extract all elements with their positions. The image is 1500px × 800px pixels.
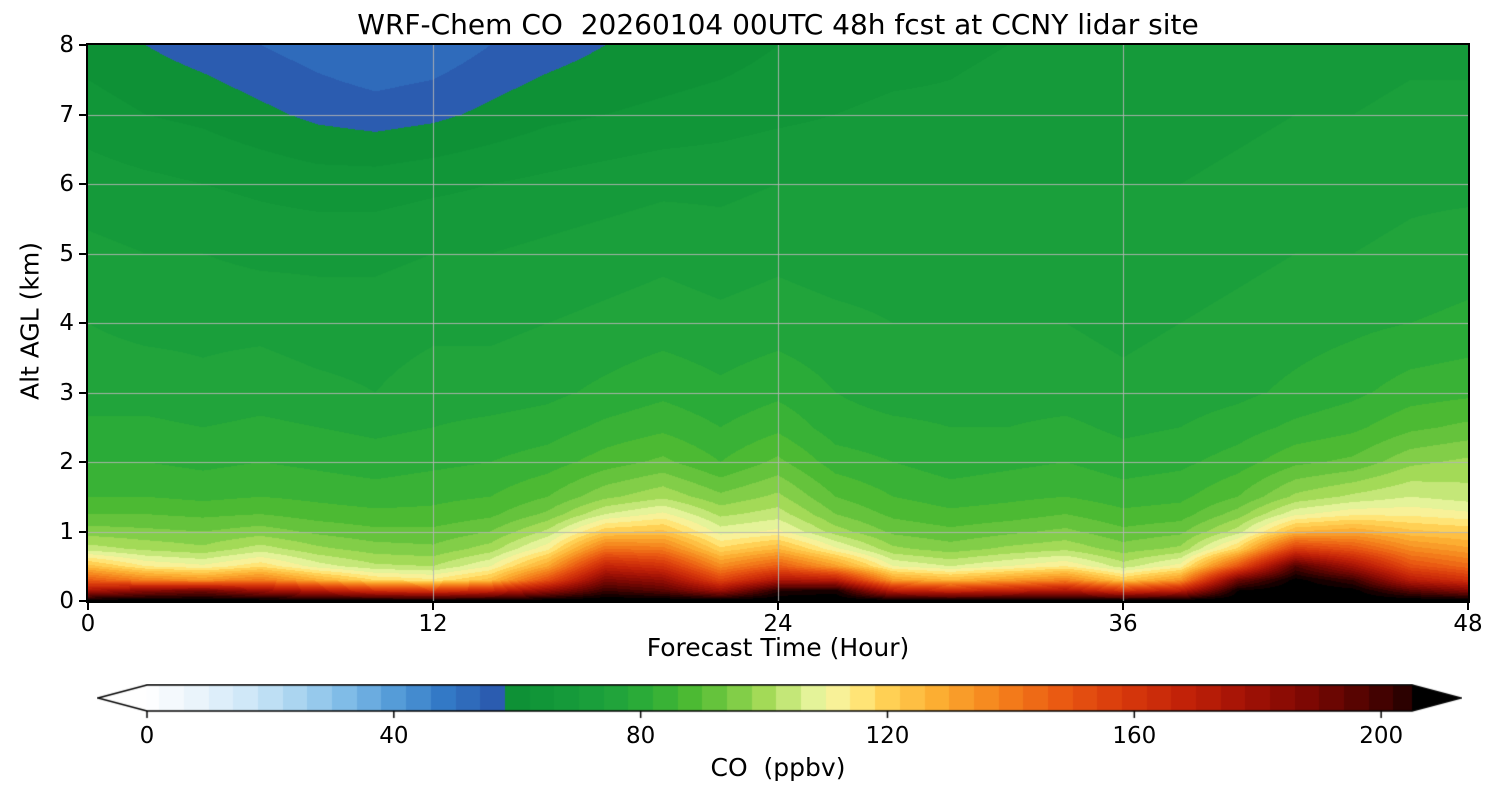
colorbar-tick-label: 40: [379, 723, 409, 749]
x-tick-label: 48: [1453, 611, 1483, 637]
colorbar-tick-label: 0: [139, 723, 155, 749]
y-tick-mark: [79, 530, 86, 533]
y-tick-mark: [79, 252, 86, 255]
x-tick-mark: [1122, 603, 1124, 610]
x-tick-label: 12: [418, 611, 448, 637]
y-tick-mark: [79, 600, 86, 602]
y-tick-label: 5: [59, 240, 74, 267]
x-tick-mark: [1467, 603, 1469, 610]
y-tick-label: 7: [59, 101, 74, 128]
colorbar-tick-label: 80: [626, 723, 656, 749]
y-tick-mark: [79, 322, 86, 324]
y-tick-mark: [79, 183, 86, 185]
x-tick-mark: [432, 603, 434, 610]
y-tick-label: 8: [59, 32, 74, 58]
y-tick-label: 2: [59, 449, 74, 475]
x-tick-mark: [777, 603, 779, 610]
y-tick-label: 4: [59, 310, 74, 336]
y-tick-mark: [79, 44, 86, 46]
x-tick-label: 0: [80, 611, 96, 637]
x-tick-mark: [87, 603, 89, 610]
x-tick-label: 36: [1108, 611, 1138, 637]
colorbar-tick-label: 200: [1359, 723, 1404, 749]
plot-area: [86, 43, 1470, 603]
colorbar-label: CO (ppbv): [710, 753, 846, 782]
y-tick-label: 6: [59, 171, 74, 197]
colorbar-canvas: [97, 684, 1462, 720]
y-tick-label: 3: [59, 379, 74, 406]
y-tick-mark: [79, 113, 86, 116]
y-tick-label: 1: [59, 518, 74, 545]
y-tick-mark: [79, 391, 86, 394]
chart-title: WRF-Chem CO 20260104 00UTC 48h fcst at C…: [357, 8, 1199, 41]
heatmap-canvas: [88, 45, 1468, 601]
colorbar-tick-label: 120: [865, 723, 910, 749]
x-tick-label: 24: [763, 611, 793, 637]
x-axis-label: Forecast Time (Hour): [646, 633, 910, 662]
colorbar-tick-label: 160: [1112, 723, 1157, 749]
y-tick-label: 0: [59, 588, 74, 614]
y-tick-mark: [79, 461, 86, 463]
